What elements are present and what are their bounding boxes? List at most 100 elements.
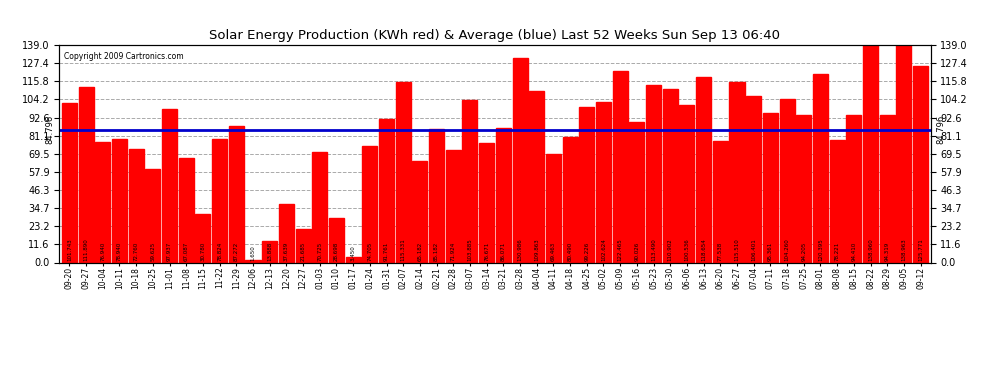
Text: 125.771: 125.771	[918, 238, 923, 261]
Text: 115.510: 115.510	[735, 238, 740, 261]
Text: 90.026: 90.026	[635, 242, 640, 261]
Text: 138.963: 138.963	[902, 238, 907, 261]
Bar	[813, 74, 828, 262]
Bar	[630, 122, 644, 262]
Bar	[62, 103, 77, 262]
Text: 138.960: 138.960	[868, 238, 873, 261]
Bar	[95, 142, 110, 262]
Bar	[279, 204, 294, 262]
Text: 91.761: 91.761	[384, 242, 389, 261]
Text: 95.361: 95.361	[768, 242, 773, 261]
Bar	[312, 152, 328, 262]
Text: 130.986: 130.986	[518, 238, 523, 261]
Text: 104.260: 104.260	[784, 238, 790, 261]
Bar	[479, 142, 494, 262]
Text: 37.639: 37.639	[284, 242, 289, 261]
Bar	[846, 115, 861, 262]
Text: 13.888: 13.888	[267, 242, 272, 261]
Bar	[579, 107, 594, 262]
Bar	[613, 71, 628, 262]
Text: 99.226: 99.226	[584, 242, 589, 261]
Text: 65.182: 65.182	[418, 242, 423, 261]
Bar	[379, 119, 394, 262]
Text: 74.705: 74.705	[367, 242, 372, 261]
Bar	[246, 260, 260, 262]
Bar	[913, 66, 928, 262]
Text: 106.401: 106.401	[751, 238, 756, 261]
Text: 94.410: 94.410	[851, 242, 856, 261]
Text: 94.205: 94.205	[801, 242, 806, 261]
Text: 30.780: 30.780	[200, 242, 206, 261]
Text: 1.650: 1.650	[250, 245, 255, 261]
Bar	[362, 146, 377, 262]
Bar	[713, 141, 728, 262]
Text: 77.538: 77.538	[718, 242, 723, 261]
Text: 109.863: 109.863	[535, 238, 540, 261]
Bar	[129, 148, 144, 262]
Bar	[462, 100, 477, 262]
Bar	[679, 105, 694, 262]
Bar	[562, 136, 577, 262]
Text: 59.625: 59.625	[150, 242, 155, 261]
Bar	[545, 154, 561, 262]
Text: 103.885: 103.885	[467, 238, 472, 261]
Bar	[329, 217, 344, 262]
Bar	[296, 229, 311, 262]
Text: 69.463: 69.463	[550, 242, 556, 261]
Text: 78.940: 78.940	[117, 242, 122, 261]
Text: 3.450: 3.450	[350, 245, 355, 261]
Text: 97.937: 97.937	[167, 242, 172, 261]
Bar	[195, 214, 211, 262]
Bar	[229, 126, 244, 262]
Bar	[396, 82, 411, 262]
Bar	[880, 115, 895, 262]
Text: 78.824: 78.824	[217, 242, 222, 261]
Bar	[863, 45, 878, 262]
Text: 21.685: 21.685	[301, 242, 306, 261]
Text: 76.940: 76.940	[100, 242, 105, 261]
Text: 67.087: 67.087	[184, 242, 189, 261]
Text: 120.395: 120.395	[818, 238, 823, 261]
Bar	[413, 160, 428, 262]
Bar	[746, 96, 761, 262]
Text: 84.796: 84.796	[45, 115, 53, 144]
Bar	[779, 99, 795, 262]
Bar	[212, 139, 227, 262]
Bar	[896, 45, 912, 262]
Text: 72.760: 72.760	[134, 242, 139, 261]
Bar	[496, 128, 511, 262]
Text: 86.071: 86.071	[501, 242, 506, 261]
Text: 101.743: 101.743	[67, 238, 72, 261]
Bar	[796, 115, 811, 262]
Bar	[596, 102, 611, 262]
Bar	[162, 109, 177, 262]
Text: 111.890: 111.890	[83, 238, 88, 261]
Bar	[662, 89, 678, 262]
Text: 71.924: 71.924	[450, 242, 455, 261]
Bar	[346, 257, 360, 262]
Text: 118.654: 118.654	[701, 238, 706, 261]
Bar	[262, 241, 277, 262]
Text: 100.536: 100.536	[684, 238, 689, 261]
Bar	[78, 87, 94, 262]
Bar	[112, 139, 127, 262]
Text: 115.331: 115.331	[401, 238, 406, 261]
Bar	[730, 82, 744, 262]
Text: 80.490: 80.490	[567, 242, 572, 261]
Text: 85.182: 85.182	[434, 242, 440, 261]
Text: 87.272: 87.272	[234, 242, 239, 261]
Bar	[530, 91, 544, 262]
Bar	[179, 158, 194, 262]
Title: Solar Energy Production (KWh red) & Average (blue) Last 52 Weeks Sun Sep 13 06:4: Solar Energy Production (KWh red) & Aver…	[210, 30, 780, 42]
Bar	[830, 140, 844, 262]
Text: 102.624: 102.624	[601, 238, 606, 261]
Text: 70.725: 70.725	[317, 242, 323, 261]
Text: 78.221: 78.221	[835, 242, 840, 261]
Text: 113.490: 113.490	[651, 238, 656, 261]
Bar	[646, 85, 661, 262]
Bar	[763, 113, 778, 262]
Text: 28.698: 28.698	[334, 242, 339, 261]
Text: Copyright 2009 Cartronics.com: Copyright 2009 Cartronics.com	[63, 51, 183, 60]
Text: 84.796: 84.796	[937, 115, 945, 144]
Text: 122.465: 122.465	[618, 238, 623, 261]
